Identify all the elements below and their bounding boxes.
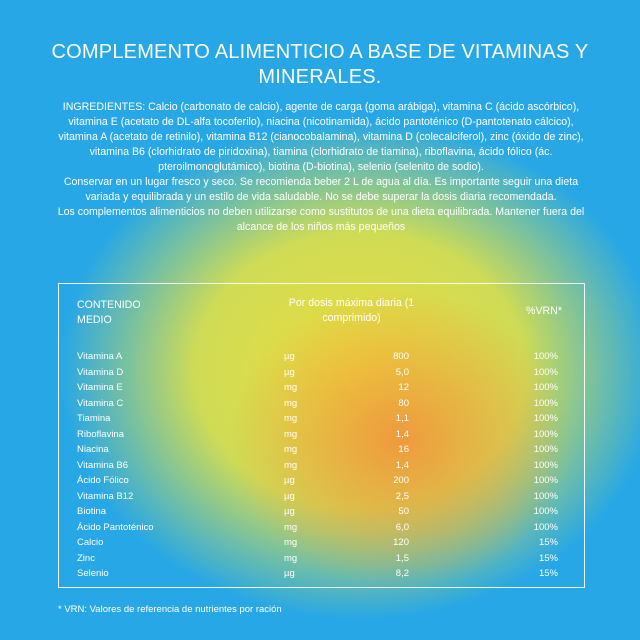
amount: 1,4	[395, 428, 409, 440]
table-row: Calcio mg 120 15%	[59, 537, 584, 553]
table-row: Biotina µg 50 100%	[59, 506, 584, 522]
unit: µg	[284, 351, 295, 362]
vrn: 100%	[533, 475, 558, 486]
header-cell: Por dosis máxima diaria (1 comprimido)	[288, 297, 415, 324]
nutrient: Tiamina	[77, 413, 111, 424]
table-row: Vitamina D µg 5,0 100%	[59, 367, 584, 383]
amount: 200	[393, 475, 409, 486]
amount: 80	[398, 397, 409, 409]
amount: 1,5	[395, 552, 409, 564]
nutrient: Vitamina A	[77, 351, 123, 362]
table-row: Ácido Pantoténico mg 6,0 100%	[59, 522, 584, 538]
nutrient: Biotina	[77, 506, 107, 517]
unit: mg	[284, 428, 298, 440]
vrn: 100%	[533, 382, 558, 393]
unit: mg	[284, 413, 298, 424]
amount: 12	[398, 382, 409, 393]
nutrient: Vitamina D	[77, 366, 124, 378]
vrn: 15%	[538, 537, 558, 548]
unit: µg	[284, 475, 295, 486]
vrn: 100%	[533, 459, 558, 471]
warning: Los complementos alimenticios no deben u…	[57, 206, 585, 233]
amount: 16	[398, 444, 409, 455]
vrn: 100%	[533, 444, 558, 455]
amount: 50	[398, 506, 409, 517]
vrn: 100%	[533, 397, 558, 409]
vrn: 100%	[533, 506, 558, 517]
unit: µg	[284, 366, 295, 378]
vrn: 15%	[538, 568, 558, 579]
nutrient: Vitamina E	[77, 382, 123, 393]
unit: µg	[284, 506, 295, 517]
nutrient: Calcio	[77, 537, 104, 548]
table-row: Vitamina B12 µg 2,5 100%	[59, 491, 584, 507]
title: COMPLEMENTO ALIMENTICIO A BASE DE VITAMI…	[51, 41, 589, 88]
table-row: Ácido Fólico µg 200 100%	[59, 475, 584, 491]
amount: 6,0	[395, 521, 409, 533]
footnote: * VRN: Valores de referencia de nutrient…	[58, 604, 282, 615]
nutrient: Riboflavina	[77, 428, 124, 440]
unit: mg	[284, 537, 298, 548]
table-row: Vitamina B6 mg 1,4 100%	[59, 460, 584, 476]
vrn: 15%	[538, 552, 558, 564]
nutrition-table: CONTENIDO MEDIO Por dosis máxima diaria …	[58, 283, 585, 588]
nutrient: Vitamina B12	[77, 490, 134, 502]
vrn: 100%	[533, 428, 558, 440]
unit: µg	[284, 568, 295, 579]
nutrient: Ácido Pantoténico	[77, 521, 154, 533]
unit: mg	[284, 552, 298, 564]
unit: mg	[284, 397, 298, 409]
vrn: 100%	[533, 351, 558, 362]
amount: 800	[393, 351, 409, 362]
ingredients: INGREDIENTES: Calcio (carbonato de calci…	[58, 101, 584, 173]
amount: 1,4	[395, 459, 409, 471]
unit: µg	[284, 490, 295, 502]
unit: mg	[284, 521, 298, 533]
header-cell: %VRN*	[526, 305, 562, 317]
amount: 120	[393, 537, 409, 548]
vrn: 100%	[533, 413, 558, 424]
nutrient: Ácido Fólico	[77, 475, 129, 486]
paragraphs: INGREDIENTES: Calcio (carbonato de calci…	[56, 100, 586, 235]
table-row: Vitamina E mg 12 100%	[59, 382, 584, 398]
vrn: 100%	[533, 521, 558, 533]
table-row: Riboflavina mg 1,4 100%	[59, 429, 584, 445]
nutrient: Vitamina C	[77, 397, 124, 409]
nutrient: Niacina	[77, 444, 109, 455]
nutrient: Zinc	[77, 552, 95, 564]
amount: 5,0	[395, 366, 409, 378]
amount: 1,1	[395, 413, 409, 424]
nutrient: Selenio	[77, 568, 109, 579]
table-row: Tiamina mg 1,1 100%	[59, 413, 584, 429]
header-cell: CONTENIDO MEDIO	[77, 299, 141, 326]
amount: 8,2	[395, 568, 409, 579]
storage: Conservar en un lugar fresco y seco. Se …	[63, 176, 579, 203]
table-row: Niacina mg 16 100%	[59, 444, 584, 460]
table-row: Selenio µg 8,2 15%	[59, 568, 584, 584]
table-row: Vitamina A µg 800 100%	[59, 351, 584, 367]
unit: mg	[284, 382, 298, 393]
unit: mg	[284, 459, 298, 471]
unit: mg	[284, 444, 298, 455]
table-row: Zinc mg 1,5 15%	[59, 553, 584, 569]
nutrient: Vitamina B6	[77, 459, 129, 471]
amount: 2,5	[395, 490, 409, 502]
vrn: 100%	[533, 490, 558, 502]
vrn: 100%	[533, 366, 558, 378]
table-row: Vitamina C mg 80 100%	[59, 398, 584, 414]
